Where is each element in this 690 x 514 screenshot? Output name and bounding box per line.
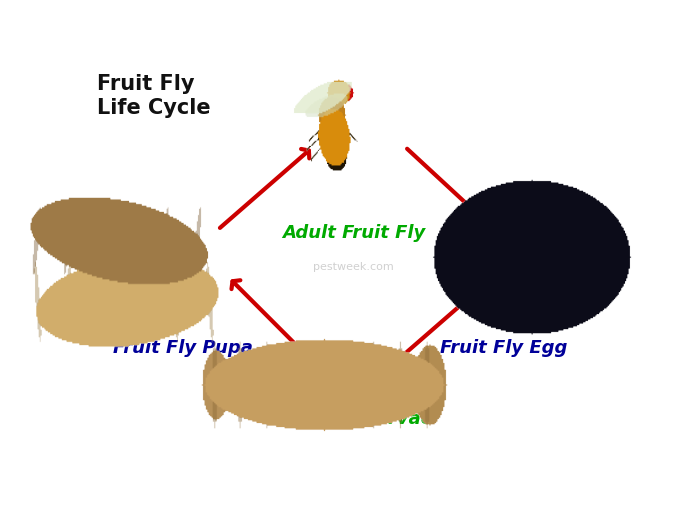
Text: Adult Fruit Fly: Adult Fruit Fly <box>282 224 425 242</box>
Text: Fruit Fly Egg: Fruit Fly Egg <box>440 339 567 357</box>
Text: pestweek.com: pestweek.com <box>313 263 394 272</box>
Text: Fruit Fly Pupa: Fruit Fly Pupa <box>112 339 253 357</box>
Text: Fruit Fly Larvae: Fruit Fly Larvae <box>275 410 433 428</box>
Text: Fruit Fly
Life Cycle: Fruit Fly Life Cycle <box>97 74 210 118</box>
